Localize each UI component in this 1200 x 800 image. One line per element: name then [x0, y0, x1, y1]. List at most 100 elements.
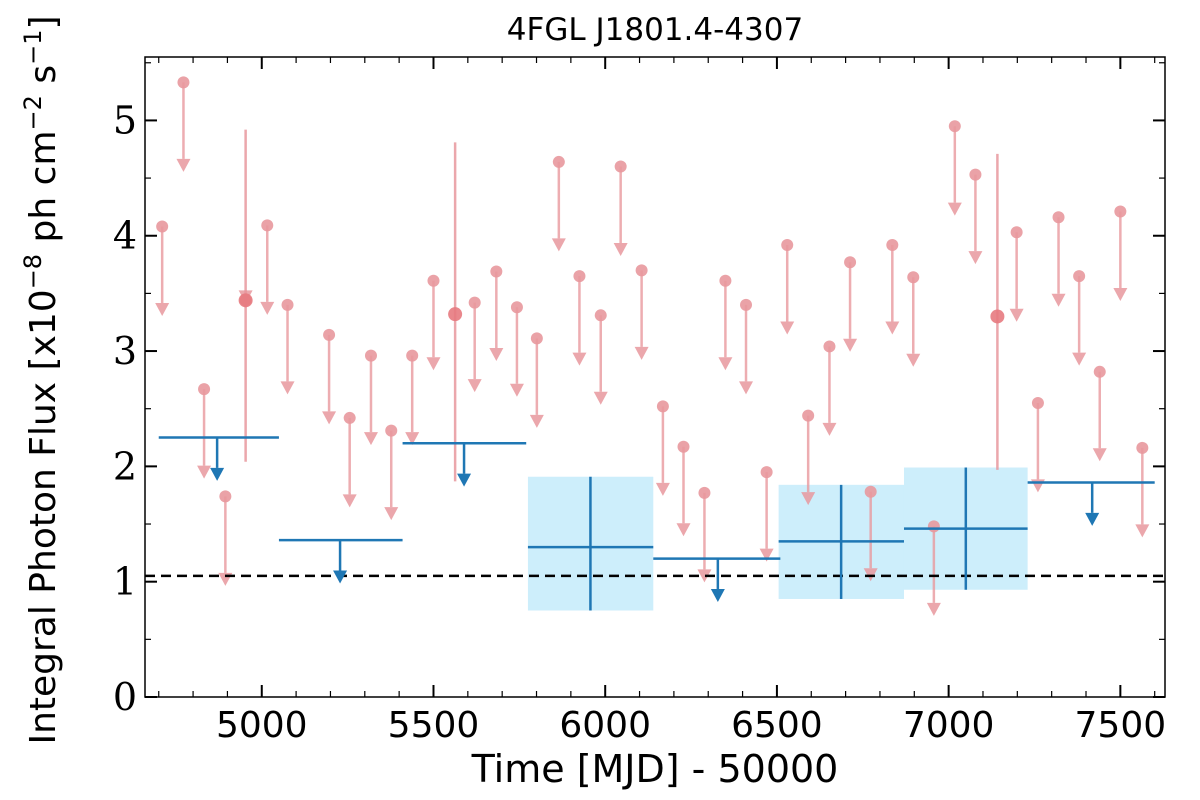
fine-upper-limit-point [552, 155, 565, 168]
fine-upper-limit-point [1010, 226, 1023, 239]
y-tick-label: 1 [113, 560, 137, 604]
fine-upper-limit-arrow [613, 243, 628, 257]
fine-upper-limit-point [385, 424, 398, 437]
fine-upper-limit-arrow [1135, 524, 1150, 538]
fine-upper-limit-arrow [885, 321, 900, 335]
coarse-upper-limit-arrow [457, 473, 472, 487]
fine-upper-limit-point [907, 271, 920, 284]
fine-upper-limit-point [760, 466, 773, 479]
fine-upper-limit-arrow [155, 303, 170, 316]
y-tick-label: 4 [113, 214, 137, 258]
fine-upper-limit-point [1031, 396, 1044, 409]
axes: 5000 5500 6000 6500 7000 7500 0 1 2 3 4 5 [113, 56, 1167, 746]
fine-upper-limit-point [323, 328, 336, 341]
fine-upper-limit-point [490, 265, 503, 278]
fine-upper-limit-point [635, 264, 648, 277]
fine-upper-limit-arrow [906, 353, 921, 367]
fine-upper-limit-arrow [176, 158, 191, 172]
fine-detection-point [238, 293, 253, 308]
fine-upper-limit-point [594, 309, 607, 322]
x-tick-label: 7500 [1075, 705, 1167, 746]
fine-upper-limit-point [886, 238, 899, 251]
fine-upper-limit-point [510, 301, 523, 314]
coarse-upper-limit-arrow [333, 570, 348, 584]
fine-upper-limit-arrow [489, 347, 504, 361]
fine-upper-limit-arrow [197, 465, 212, 479]
fine-upper-limit-arrow [322, 411, 337, 425]
fine-upper-limit-arrow [509, 383, 524, 397]
fine-upper-limit-arrow [968, 251, 983, 265]
coarse-upper-limit-arrow [710, 588, 725, 602]
x-tick-label: 6500 [731, 705, 823, 746]
fine-upper-limit-arrow [280, 381, 295, 395]
fine-upper-limit-arrow [1051, 293, 1066, 307]
fine-upper-limit-arrow [655, 482, 670, 496]
plot-area [145, 76, 1165, 616]
fine-upper-limit-point [844, 256, 857, 269]
fine-detection-point [990, 309, 1005, 324]
fine-upper-limit-arrow [342, 494, 357, 508]
fine-upper-limit-point [156, 220, 169, 233]
fine-upper-limit-arrow [426, 357, 441, 371]
fine-upper-limit-arrow [1009, 308, 1024, 322]
fine-upper-limit-arrow [1072, 352, 1087, 366]
y-tick-label: 2 [113, 444, 137, 488]
fine-upper-limit-arrow [926, 602, 941, 616]
fine-upper-limit-point [948, 120, 961, 133]
fine-upper-limit-point [468, 296, 481, 309]
fine-upper-limit-point [927, 520, 940, 533]
fine-upper-limit-point [281, 298, 294, 311]
fine-upper-limit-arrow [676, 523, 691, 537]
fine-upper-limit-arrow [634, 346, 649, 360]
fine-upper-limit-point [656, 400, 669, 413]
y-tick-label: 5 [113, 98, 137, 142]
fine-upper-limit-point [1136, 441, 1149, 454]
y-axis-label: Integral Photon Flux [x10−8 ph cm−2 s−1] [19, 15, 64, 744]
fine-upper-limit-point [614, 160, 627, 173]
fine-upper-limit-point [261, 219, 274, 232]
fine-upper-limit-arrow [739, 381, 754, 395]
fine-upper-limit-arrow [801, 492, 816, 506]
fine-upper-limit-point [823, 340, 836, 353]
fine-upper-limit-arrow [405, 432, 420, 446]
coarse-upper-limit-arrow [1085, 512, 1100, 526]
fine-upper-limit-arrow [363, 432, 378, 446]
fine-upper-limit-arrow [759, 548, 774, 562]
x-axis-label: Time [MJD] - 50000 [471, 747, 839, 791]
fine-upper-limit-arrow [572, 352, 587, 366]
fine-upper-limit-point [406, 349, 419, 362]
x-tick-label: 5500 [388, 705, 480, 746]
fine-upper-limit-point [573, 270, 586, 283]
fine-upper-limit-arrow [467, 379, 482, 393]
fine-upper-limit-arrow [1092, 448, 1107, 462]
fine-upper-limit-point [719, 274, 732, 287]
x-tick-label: 5000 [216, 705, 308, 746]
coarse-upper-limit-arrow [210, 467, 225, 481]
fine-upper-limit-point [969, 168, 982, 181]
fine-upper-limit-arrow [822, 422, 837, 436]
fine-upper-limit-point [1093, 365, 1106, 378]
fine-upper-limit-arrow [697, 569, 712, 583]
fine-upper-limit-point [219, 490, 232, 503]
fine-upper-limit-point [802, 409, 815, 422]
fine-upper-limit-point [781, 238, 794, 251]
x-tick-label: 6000 [559, 705, 651, 746]
plot-frame [144, 56, 1166, 698]
fine-upper-limit-point [427, 274, 440, 287]
fine-upper-limit-point [364, 349, 377, 362]
fine-upper-limit-point [864, 485, 877, 498]
fine-upper-limit-arrow [780, 321, 795, 335]
fine-upper-limit-arrow [1113, 288, 1128, 302]
fine-upper-limit-point [677, 440, 690, 453]
fine-upper-limit-point [343, 411, 356, 424]
fine-upper-limit-point [698, 486, 711, 499]
fine-upper-limit-point [1114, 205, 1127, 218]
fine-upper-limit-arrow [529, 414, 544, 428]
chart-title: 4FGL J1801.4-4307 [507, 12, 803, 48]
fine-upper-limit-point [740, 298, 753, 311]
y-tick-label: 3 [113, 329, 137, 373]
fine-upper-limit-point [198, 383, 211, 396]
fine-upper-limit-arrow [551, 238, 566, 252]
fine-upper-limit-arrow [843, 338, 858, 352]
